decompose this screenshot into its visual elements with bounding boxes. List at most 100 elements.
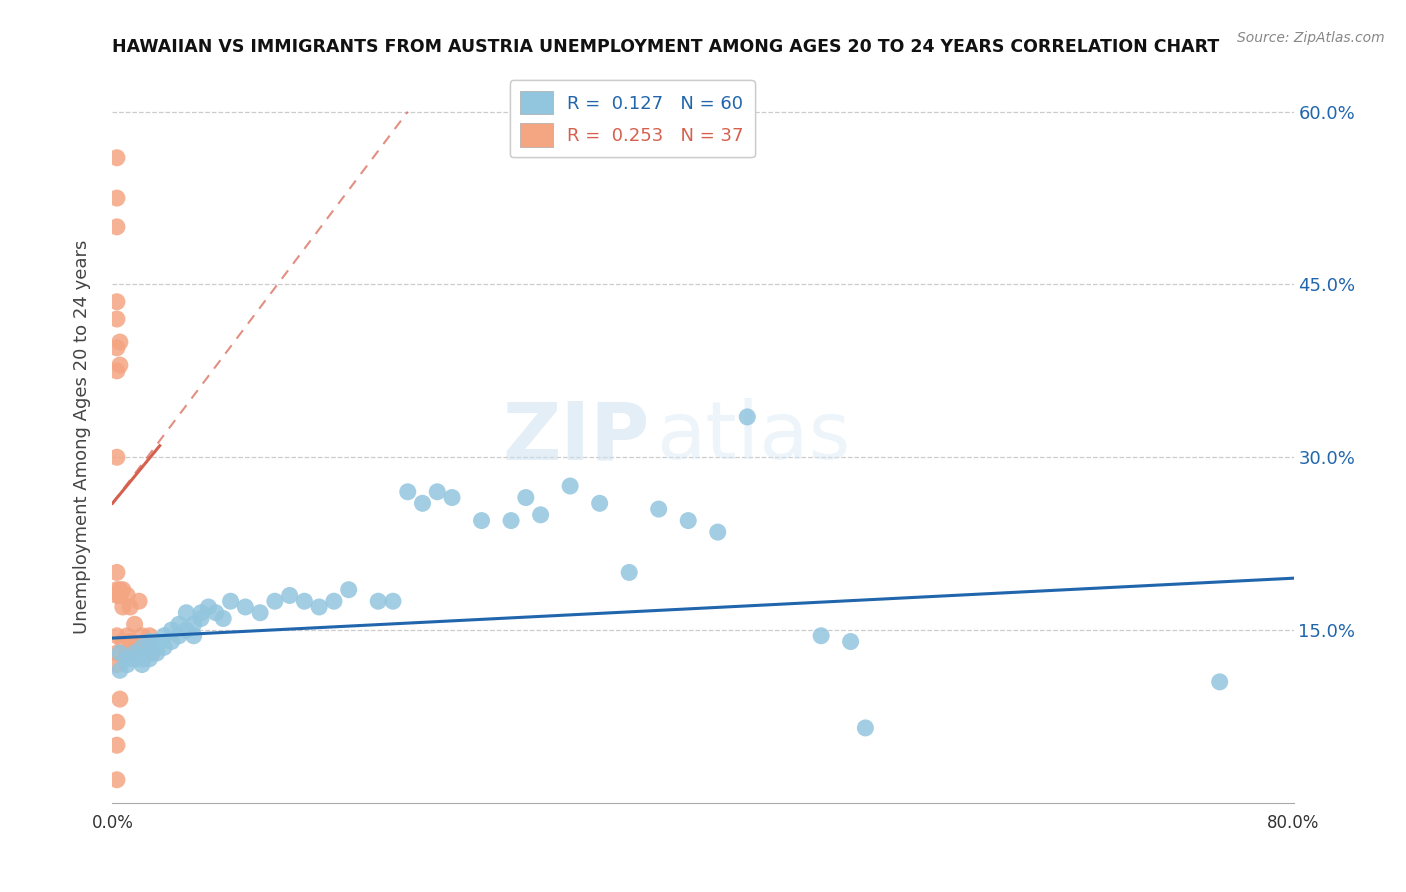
Point bbox=[105, 646, 128, 660]
Point bbox=[111, 599, 134, 614]
Point bbox=[558, 479, 582, 493]
Text: atlas: atlas bbox=[655, 398, 851, 476]
Point bbox=[105, 294, 128, 309]
Point bbox=[108, 334, 131, 349]
Legend: R =  0.127   N = 60, R =  0.253   N = 37: R = 0.127 N = 60, R = 0.253 N = 37 bbox=[509, 80, 755, 158]
Point bbox=[111, 634, 134, 648]
Point bbox=[737, 409, 759, 424]
Point bbox=[138, 646, 160, 660]
Point bbox=[108, 663, 131, 677]
Point bbox=[678, 514, 700, 528]
Point bbox=[138, 634, 160, 648]
Point bbox=[160, 634, 183, 648]
Point bbox=[146, 646, 169, 660]
Point bbox=[323, 594, 346, 608]
Point bbox=[1208, 674, 1232, 689]
Point bbox=[441, 491, 464, 505]
Point bbox=[855, 721, 877, 735]
Point bbox=[647, 502, 671, 516]
Point bbox=[278, 589, 301, 603]
Text: Source: ZipAtlas.com: Source: ZipAtlas.com bbox=[1237, 31, 1385, 45]
Point bbox=[105, 151, 128, 165]
Point bbox=[120, 634, 142, 648]
Point bbox=[105, 589, 128, 603]
Point bbox=[124, 652, 146, 666]
Point bbox=[146, 640, 169, 655]
Point bbox=[105, 657, 128, 672]
Point bbox=[105, 219, 128, 234]
Point bbox=[839, 634, 862, 648]
Point bbox=[134, 640, 156, 655]
Point bbox=[105, 738, 128, 752]
Point bbox=[105, 364, 128, 378]
Point bbox=[619, 566, 641, 580]
Point bbox=[105, 715, 128, 730]
Point bbox=[167, 629, 190, 643]
Text: ZIP: ZIP bbox=[502, 398, 650, 476]
Point bbox=[308, 599, 330, 614]
Point bbox=[108, 582, 131, 597]
Point bbox=[105, 582, 128, 597]
Point bbox=[138, 652, 160, 666]
Point bbox=[190, 611, 212, 625]
Y-axis label: Unemployment Among Ages 20 to 24 years: Unemployment Among Ages 20 to 24 years bbox=[73, 240, 91, 634]
Point bbox=[529, 508, 551, 522]
Point bbox=[124, 640, 146, 655]
Point bbox=[205, 606, 228, 620]
Point bbox=[292, 594, 315, 608]
Point bbox=[105, 629, 128, 643]
Point bbox=[167, 617, 190, 632]
Point bbox=[141, 646, 163, 660]
Point bbox=[131, 629, 153, 643]
Point bbox=[212, 611, 235, 625]
Point bbox=[117, 629, 138, 643]
Point bbox=[105, 566, 128, 580]
Point bbox=[174, 623, 197, 637]
Point bbox=[108, 358, 131, 372]
Point bbox=[470, 514, 494, 528]
Point bbox=[367, 594, 389, 608]
Point bbox=[105, 450, 128, 465]
Point bbox=[183, 617, 205, 632]
Point bbox=[146, 634, 169, 648]
Point bbox=[219, 594, 242, 608]
Point bbox=[138, 629, 160, 643]
Point bbox=[105, 191, 128, 205]
Point bbox=[120, 599, 142, 614]
Point bbox=[426, 484, 449, 499]
Point bbox=[131, 657, 153, 672]
Point bbox=[131, 640, 153, 655]
Point bbox=[105, 312, 128, 326]
Point bbox=[131, 652, 153, 666]
Point bbox=[337, 582, 360, 597]
Point bbox=[264, 594, 287, 608]
Point bbox=[117, 589, 138, 603]
Point bbox=[396, 484, 419, 499]
Point bbox=[411, 496, 433, 510]
Point bbox=[190, 606, 212, 620]
Point bbox=[706, 525, 728, 540]
Point bbox=[249, 606, 271, 620]
Point bbox=[160, 623, 183, 637]
Point bbox=[810, 629, 832, 643]
Point bbox=[108, 589, 131, 603]
Point bbox=[197, 599, 219, 614]
Point bbox=[128, 594, 150, 608]
Point bbox=[515, 491, 537, 505]
Point bbox=[124, 646, 146, 660]
Point bbox=[153, 629, 176, 643]
Point bbox=[233, 599, 256, 614]
Text: HAWAIIAN VS IMMIGRANTS FROM AUSTRIA UNEMPLOYMENT AMONG AGES 20 TO 24 YEARS CORRE: HAWAIIAN VS IMMIGRANTS FROM AUSTRIA UNEM… bbox=[112, 38, 1220, 56]
Point bbox=[111, 582, 134, 597]
Point bbox=[108, 646, 131, 660]
Point bbox=[105, 341, 128, 355]
Point bbox=[108, 692, 131, 706]
Point bbox=[153, 640, 176, 655]
Point bbox=[501, 514, 523, 528]
Point bbox=[588, 496, 610, 510]
Point bbox=[183, 629, 205, 643]
Point bbox=[105, 772, 128, 787]
Point bbox=[174, 606, 197, 620]
Point bbox=[124, 617, 146, 632]
Point bbox=[117, 657, 138, 672]
